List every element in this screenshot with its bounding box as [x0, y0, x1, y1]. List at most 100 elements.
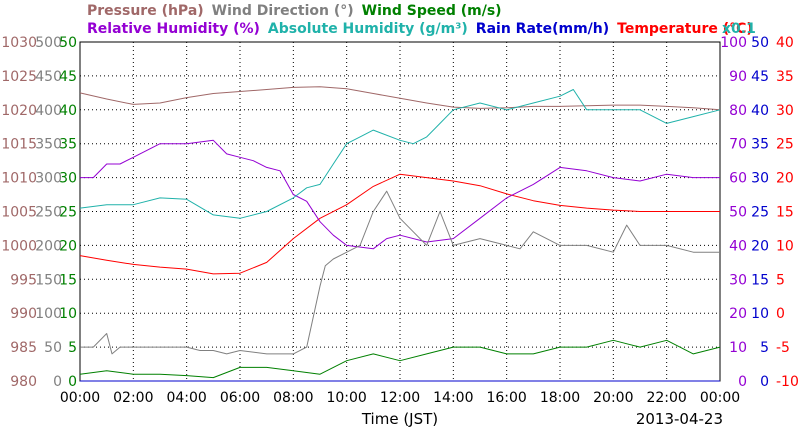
y-tick-label-rain-rate: 5: [760, 340, 769, 356]
legend-entry: Rain Rate(mm/h): [476, 21, 609, 37]
y-tick-label-temperature: 40: [776, 35, 794, 51]
legend-entry: Wind Direction (°): [212, 3, 354, 19]
y-tick-label-wind-speed: 25: [59, 205, 77, 221]
series-line-pressure: [79, 86, 721, 111]
y-tick-label-rain-rate: 30: [751, 171, 769, 187]
y-tick-label-wind-speed: 0: [68, 374, 77, 390]
y-tick-label-rain-rate: 35: [751, 137, 769, 153]
x-tick-label: 00:00: [700, 390, 740, 406]
y-tick-label-rain-rate: 40: [751, 103, 769, 119]
y-tick-label-temperature: -10: [776, 374, 799, 390]
y-tick-label-temperature: 15: [776, 205, 794, 221]
y-tick-label-wind-direction: 250: [35, 205, 62, 221]
y-tick-label-temperature: 0: [776, 306, 785, 322]
y-tick-label-wind-direction: 200: [35, 238, 62, 254]
y-tick-label-relative-humidity: 10: [729, 340, 747, 356]
y-tick-label-wind-direction: 450: [35, 69, 62, 85]
y-tick-label-relative-humidity: 80: [729, 103, 747, 119]
y-tick-label-temperature: 20: [776, 171, 794, 187]
legend-entry: Temperature (°C): [617, 21, 753, 37]
y-tick-label-relative-humidity: 90: [729, 69, 747, 85]
legend-entry: Absolute Humidity (g/m³): [268, 21, 468, 37]
y-tick-label-pressure: 1025: [1, 69, 37, 85]
x-tick-label: 20:00: [593, 390, 633, 406]
legend-scale-note: x0.1: [722, 21, 756, 37]
y-tick-label-wind-speed: 10: [59, 306, 77, 322]
y-tick-label-wind-speed: 15: [59, 272, 77, 288]
x-tick-label: 22:00: [646, 390, 686, 406]
x-tick-label: 10:00: [326, 390, 366, 406]
x-axis-title: Time (JST): [361, 410, 438, 428]
y-tick-label-temperature: 25: [776, 137, 794, 153]
y-tick-label-pressure: 1020: [1, 103, 37, 119]
y-tick-label-pressure: 990: [10, 306, 37, 322]
y-tick-label-rain-rate: 15: [751, 272, 769, 288]
y-tick-label-wind-speed: 20: [59, 238, 77, 254]
series-line-absolute-humidity: [79, 89, 721, 219]
y-tick-label-relative-humidity: 40: [729, 238, 747, 254]
y-tick-label-pressure: 1010: [1, 171, 37, 187]
legend: Pressure (hPa) Wind Direction (°) Wind Spe…: [87, 3, 756, 37]
y-tick-label-rain-rate: 25: [751, 205, 769, 221]
y-tick-label-pressure: 1000: [1, 238, 37, 254]
y-tick-label-pressure: 1015: [1, 137, 37, 153]
y-tick-label-relative-humidity: 20: [729, 306, 747, 322]
y-tick-label-wind-speed: 35: [59, 137, 77, 153]
legend-entry: Wind Speed (m/s): [362, 3, 502, 19]
y-tick-label-relative-humidity: 70: [729, 137, 747, 153]
y-tick-label-relative-humidity: 50: [729, 205, 747, 221]
x-tick-label: 18:00: [540, 390, 580, 406]
y-tick-label-wind-direction: 300: [35, 171, 62, 187]
x-tick-label: 08:00: [273, 390, 313, 406]
x-tick-label: 16:00: [486, 390, 526, 406]
y-tick-label-pressure: 995: [10, 272, 37, 288]
legend-entry: Relative Humidity (%): [87, 21, 260, 37]
y-tick-label-temperature: 10: [776, 238, 794, 254]
x-tick-label: 14:00: [433, 390, 473, 406]
y-tick-label-rain-rate: 45: [751, 69, 769, 85]
y-tick-label-wind-speed: 50: [59, 35, 77, 51]
y-tick-label-wind-speed: 45: [59, 69, 77, 85]
series-line-wind-direction: [80, 190, 720, 355]
y-tick-label-rain-rate: 20: [751, 238, 769, 254]
series-line-temperature: [79, 173, 720, 275]
y-tick-label-wind-direction: 100: [35, 306, 62, 322]
y-tick-label-wind-speed: 5: [68, 340, 77, 356]
y-tick-label-rain-rate: 10: [751, 306, 769, 322]
axis-layer: 00:00 02:00 04:00 06:00 08:00 10:00 12:00 14:00…: [1, 35, 799, 428]
y-tick-label-wind-direction: 350: [35, 137, 62, 153]
legend-entry: Pressure (hPa): [87, 3, 204, 19]
y-tick-label-wind-direction: 0: [53, 374, 62, 390]
y-tick-label-wind-direction: 400: [35, 103, 62, 119]
y-tick-label-rain-rate: 0: [760, 374, 769, 390]
y-tick-label-pressure: 985: [10, 340, 37, 356]
y-tick-label-wind-direction: 500: [35, 35, 62, 51]
x-tick-label: 06:00: [220, 390, 260, 406]
y-tick-label-temperature: -5: [776, 340, 790, 356]
x-tick-label: 00:00: [60, 390, 100, 406]
series-layer: [79, 86, 721, 382]
plot-area: [79, 41, 721, 382]
y-tick-label-relative-humidity: 60: [729, 171, 747, 187]
y-tick-label-wind-direction: 50: [44, 340, 62, 356]
y-tick-label-temperature: 35: [776, 69, 794, 85]
y-tick-label-pressure: 1030: [1, 35, 37, 51]
y-tick-label-pressure: 1005: [1, 205, 37, 221]
series-line-wind-speed: [79, 339, 721, 379]
y-tick-label-relative-humidity: 0: [738, 374, 747, 390]
y-tick-label-wind-speed: 30: [59, 171, 77, 187]
y-tick-label-pressure: 980: [10, 374, 37, 390]
series-line-relative-humidity: [80, 139, 720, 250]
y-tick-label-temperature: 5: [776, 272, 785, 288]
x-tick-label: 02:00: [113, 390, 153, 406]
y-tick-label-relative-humidity: 30: [729, 272, 747, 288]
y-tick-label-relative-humidity: 100: [720, 35, 747, 51]
y-tick-label-wind-direction: 150: [35, 272, 62, 288]
y-tick-label-temperature: 30: [776, 103, 794, 119]
date-label: 2013-04-23: [636, 410, 723, 428]
y-tick-label-wind-speed: 40: [59, 103, 77, 119]
x-tick-label: 04:00: [166, 390, 206, 406]
y-tick-label-rain-rate: 50: [751, 35, 769, 51]
